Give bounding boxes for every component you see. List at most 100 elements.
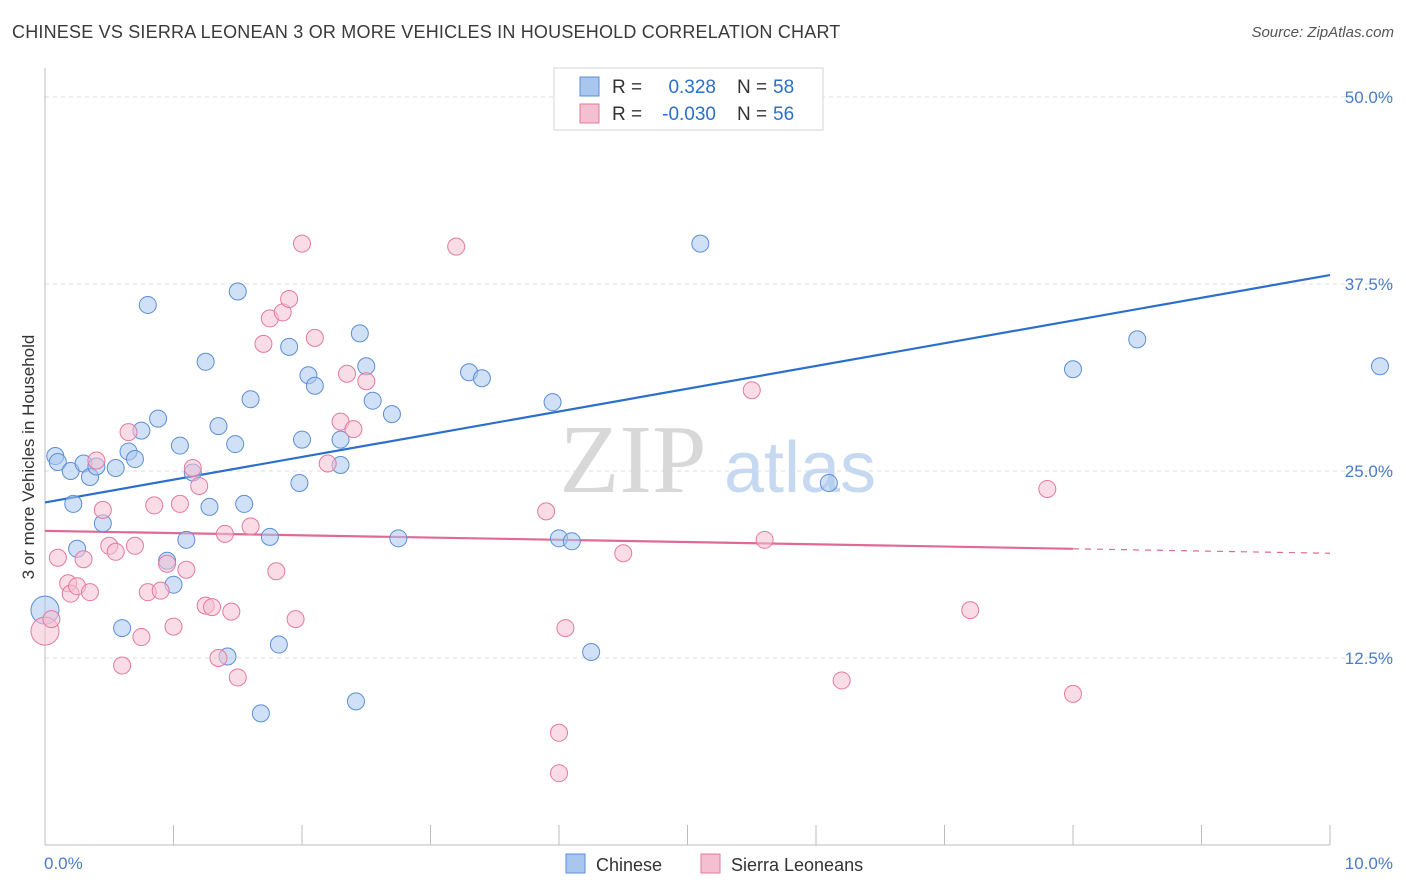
point-sierra [228,668,247,687]
point-chinese [290,473,309,492]
point-sierra [48,548,67,567]
bottom-legend-sierra: Sierra Leoneans [731,855,863,875]
point-chinese [280,337,299,356]
point-sierra [80,583,99,602]
point-chinese [1371,357,1389,376]
x-tick-label: 10.0% [1345,854,1393,873]
point-sierra [113,656,132,675]
point-sierra [550,764,568,783]
point-sierra [614,544,633,563]
y-tick-label: 50.0% [1345,88,1393,107]
point-chinese [363,391,382,410]
point-sierra [550,723,568,742]
point-chinese [209,417,228,436]
point-sierra [132,628,151,647]
point-chinese [113,619,132,638]
point-sierra [286,610,305,629]
point-sierra [145,496,164,515]
point-chinese [260,527,279,546]
watermark-atlas: atlas [724,428,876,508]
point-sierra [447,237,466,256]
point-sierra [151,581,170,600]
point-sierra [537,502,556,521]
legend-r-label: R = [612,77,642,98]
x-tick-label: 0.0% [44,854,83,873]
axes [44,68,1331,846]
y-tick-label: 37.5% [1345,275,1393,294]
point-sierra [254,334,273,353]
watermark-zip: ZIP [560,406,707,514]
legend-r-value-sierra: -0.030 [662,104,716,125]
point-chinese [562,532,581,551]
point-chinese [582,643,601,662]
bottom-legend-chinese: Chinese [596,855,662,875]
point-chinese [106,459,125,478]
tick-labels: 12.5% 25.0% 37.5% 50.0% 0.0% 10.0% [44,88,1393,873]
point-chinese [293,430,311,449]
point-sierra [742,381,761,400]
point-chinese [177,530,196,549]
point-chinese [389,529,408,548]
point-chinese [1128,330,1147,349]
point-sierra [170,494,189,513]
legend-swatch-sierra [579,103,600,124]
point-sierra [125,536,144,555]
point-chinese [350,324,369,343]
legend-box: R = 0.328 N = 58 R = -0.030 N = 56 [553,67,824,131]
point-chinese [125,450,144,469]
point-chinese [48,453,67,472]
point-chinese [241,390,260,409]
source-label: Source: ZipAtlas.com [1251,24,1394,41]
point-sierra [87,451,106,470]
point-chinese [691,234,710,253]
point-chinese [382,405,401,424]
legend-n-value-sierra: 56 [773,104,794,125]
point-sierra [42,610,61,629]
point-chinese [331,430,350,449]
point-chinese [346,692,365,711]
point-sierra [93,500,112,519]
point-sierra [1064,684,1082,703]
point-sierra [183,459,202,478]
point-sierra [74,550,93,569]
bottom-legend-swatch-sierra [700,853,721,874]
point-sierra [164,617,183,636]
grid-lines [45,96,1395,659]
legend-r-value-chinese: 0.328 [668,77,716,98]
point-sierra [267,562,286,581]
watermark: ZIP atlas [560,406,877,514]
legend-n-value-chinese: 58 [773,77,794,98]
point-sierra [190,476,209,495]
point-sierra [158,554,177,573]
point-sierra [318,454,337,473]
legend-swatch-chinese [579,76,600,97]
point-sierra [961,601,980,620]
point-sierra [1038,479,1057,498]
point-chinese [200,497,219,516]
trend-line-chinese [44,273,1331,504]
point-chinese [269,635,288,654]
y-tick-label: 12.5% [1345,649,1393,668]
point-sierra [119,423,138,442]
point-sierra [357,372,376,391]
point-chinese [305,376,324,395]
point-sierra [344,420,363,439]
point-sierra [106,542,125,561]
bottom-legend-swatch-chinese [565,853,586,874]
point-chinese [251,704,270,723]
point-sierra [755,530,774,549]
point-chinese [228,282,247,301]
point-sierra [215,524,234,543]
point-chinese [138,295,157,314]
point-chinese [196,352,215,371]
y-axis-label: 3 or more Vehicles in Household [19,335,38,580]
point-chinese [226,435,245,454]
point-sierra [177,560,196,579]
data-points [30,90,1389,783]
point-chinese [149,409,168,428]
point-sierra [556,619,575,638]
point-chinese [472,369,491,388]
point-sierra [222,602,241,621]
point-chinese [819,473,838,492]
